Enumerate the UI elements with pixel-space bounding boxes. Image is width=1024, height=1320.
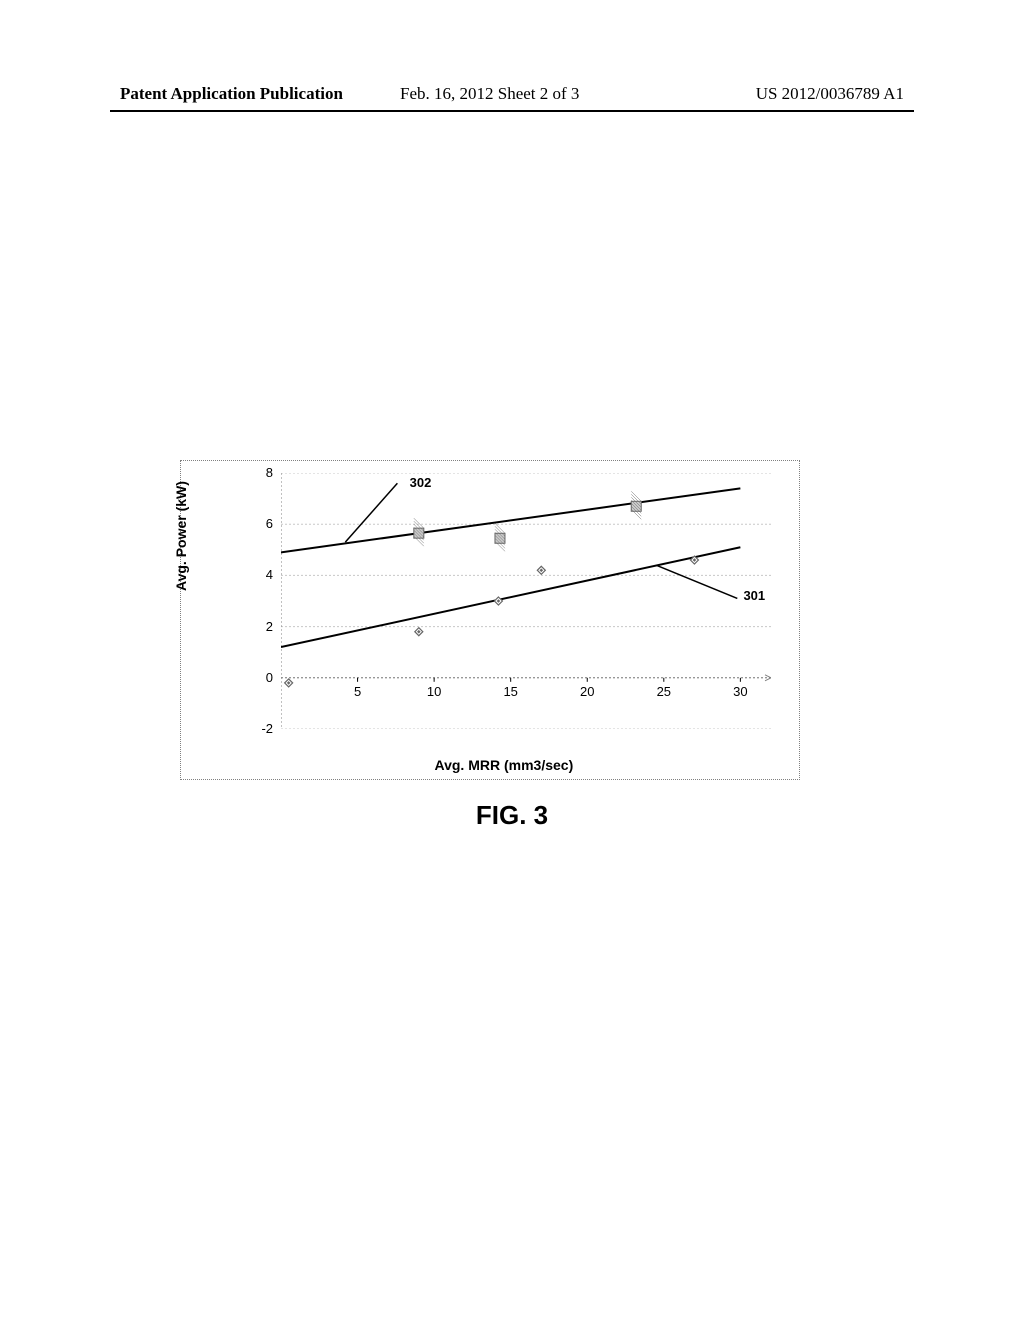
header-left: Patent Application Publication [120,84,343,104]
tick-label: 5 [354,684,361,699]
header-right: US 2012/0036789 A1 [756,84,904,104]
tick-label: -2 [261,721,273,736]
tick-label: 0 [266,670,273,685]
x-axis-label: Avg. MRR (mm3/sec) [435,757,574,773]
tick-label: 2 [266,619,273,634]
series-annotation: 302 [410,475,432,490]
header-center: Feb. 16, 2012 Sheet 2 of 3 [400,84,579,104]
header-divider [110,110,914,112]
page-header: Patent Application Publication Feb. 16, … [0,84,1024,108]
tick-label: 8 [266,465,273,480]
tick-label: 4 [266,567,273,582]
tick-label: 15 [503,684,517,699]
tick-label: 10 [427,684,441,699]
series-annotation: 301 [743,588,765,603]
figure-label: FIG. 3 [0,800,1024,831]
tick-label: 20 [580,684,594,699]
tick-label: 25 [657,684,671,699]
tick-label: 6 [266,516,273,531]
tick-label: 30 [733,684,747,699]
y-axis-label: Avg. Power (kW) [173,481,189,591]
chart-container: Avg. Power (kW) Avg. MRR (mm3/sec) -2024… [180,460,800,780]
